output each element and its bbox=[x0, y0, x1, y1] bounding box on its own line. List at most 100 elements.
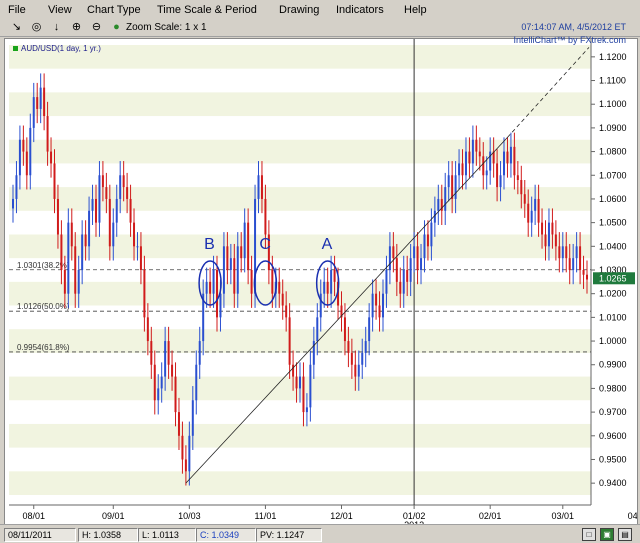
menu-help[interactable]: Help bbox=[404, 4, 427, 16]
y-tick-label: 1.0000 bbox=[599, 336, 627, 346]
candle-body bbox=[285, 305, 288, 318]
candle-body bbox=[81, 234, 84, 270]
y-tick-label: 0.9900 bbox=[599, 360, 627, 370]
candle-body bbox=[326, 281, 329, 294]
candle-body bbox=[295, 376, 298, 389]
y-tick-label: 1.1000 bbox=[599, 99, 627, 109]
candle-body bbox=[299, 376, 301, 389]
candle-body bbox=[77, 270, 80, 294]
candle-body bbox=[133, 222, 136, 247]
status-close: C: 1.0349 bbox=[196, 528, 256, 542]
candle-body bbox=[458, 163, 461, 176]
candle-body bbox=[413, 246, 416, 259]
candle-body bbox=[146, 317, 149, 342]
candle-body bbox=[420, 258, 423, 270]
menu-time-scale-period[interactable]: Time Scale & Period bbox=[157, 4, 257, 16]
candle-body bbox=[305, 407, 308, 413]
candle-body bbox=[544, 234, 547, 247]
candle-body bbox=[32, 97, 35, 128]
bg-band bbox=[9, 234, 591, 259]
candle-body bbox=[319, 293, 322, 318]
y-tick-label: 0.9700 bbox=[599, 407, 627, 417]
candle-body bbox=[122, 175, 125, 188]
y-tick-label: 1.0100 bbox=[599, 312, 627, 322]
candle-body bbox=[174, 376, 177, 413]
candle-body bbox=[22, 139, 25, 152]
legend-swatch bbox=[13, 46, 18, 51]
reset-zoom-icon[interactable]: ● bbox=[113, 21, 120, 33]
candle-body bbox=[202, 293, 205, 342]
candle-body bbox=[219, 293, 222, 318]
menu-file[interactable]: File bbox=[8, 4, 26, 16]
x-tick-label: 01/02 bbox=[403, 511, 426, 521]
zoom-in-icon[interactable]: ⊕ bbox=[71, 21, 82, 33]
candle-body bbox=[205, 281, 208, 294]
status-pv: PV: 1.1247 bbox=[256, 528, 322, 542]
x-tick-label: 02/01 bbox=[479, 511, 502, 521]
candle-body bbox=[229, 258, 232, 270]
candle-body bbox=[506, 151, 509, 164]
candle-body bbox=[364, 341, 367, 353]
candle-body bbox=[136, 246, 139, 248]
layout-icon[interactable]: ▤ bbox=[618, 528, 632, 541]
zoom-out-icon[interactable]: ⊖ bbox=[91, 21, 102, 33]
candle-body bbox=[437, 198, 440, 211]
y-tick-label: 1.0400 bbox=[599, 241, 627, 251]
window-icon[interactable]: □ bbox=[582, 528, 596, 541]
status-low: L: 1.0113 bbox=[138, 528, 196, 542]
bg-band bbox=[9, 139, 591, 164]
candle-body bbox=[378, 305, 381, 318]
candle-body bbox=[91, 198, 94, 211]
candle-body bbox=[461, 163, 464, 176]
candle-body bbox=[558, 246, 561, 259]
status-high: H: 1.0358 bbox=[78, 528, 138, 542]
candle-body bbox=[388, 246, 391, 270]
bg-band bbox=[9, 45, 591, 69]
candle-body bbox=[371, 293, 374, 318]
crosshair-icon[interactable]: ◎ bbox=[31, 21, 42, 33]
candle-body bbox=[572, 258, 575, 270]
candle-body bbox=[260, 175, 263, 199]
candle-body bbox=[94, 198, 97, 223]
candle-body bbox=[157, 388, 160, 401]
menu-drawing[interactable]: Drawing bbox=[279, 4, 320, 16]
zoom-scale-label: Zoom Scale: 1 x 1 bbox=[126, 22, 207, 33]
x-tick-label: 10/03 bbox=[178, 511, 201, 521]
candle-body bbox=[447, 175, 450, 188]
chart-area[interactable]: 0.9400 0.9500 0.9600 0.9700 0.9800 0.9900 1.00… bbox=[4, 38, 640, 530]
candle-body bbox=[191, 400, 194, 436]
price-chart[interactable]: 0.9400 0.9500 0.9600 0.9700 0.9800 0.9900 1.00… bbox=[5, 39, 640, 530]
split-view-icon[interactable]: ▣ bbox=[600, 528, 614, 541]
arrow-down-icon[interactable]: ↓ bbox=[53, 21, 60, 33]
bg-band bbox=[9, 471, 591, 495]
candle-body bbox=[309, 364, 312, 408]
candle-body bbox=[302, 376, 305, 413]
candle-body bbox=[139, 246, 142, 270]
candle-body bbox=[209, 281, 212, 294]
menu-chart-type[interactable]: Chart Type bbox=[87, 4, 141, 16]
candle-body bbox=[101, 175, 104, 188]
last-price-tag bbox=[593, 272, 635, 285]
candle-body bbox=[416, 246, 419, 270]
candle-body bbox=[184, 459, 187, 472]
candle-body bbox=[53, 163, 56, 199]
candle-body bbox=[153, 364, 156, 401]
candle-body bbox=[568, 258, 571, 270]
candle-body bbox=[198, 341, 201, 365]
menu-view[interactable]: View bbox=[48, 4, 72, 16]
candle-body bbox=[264, 198, 267, 235]
status-date: 08/11/2011 bbox=[4, 528, 76, 542]
candle-body bbox=[586, 274, 588, 280]
y-tick-label: 1.0900 bbox=[599, 123, 627, 133]
menu-indicators[interactable]: Indicators bbox=[336, 4, 384, 16]
candle-body bbox=[350, 352, 353, 365]
candle-body bbox=[482, 156, 485, 176]
bg-band bbox=[9, 423, 591, 448]
candle-body bbox=[98, 175, 101, 223]
fib-level-label: 1.0301(38.2%) bbox=[17, 261, 70, 270]
candle-body bbox=[160, 376, 163, 389]
candle-body bbox=[164, 341, 167, 377]
draw-line-icon[interactable]: ↘ bbox=[11, 21, 22, 33]
fib-level-label: 0.9954(61.8%) bbox=[17, 343, 70, 352]
candle-body bbox=[547, 222, 550, 247]
